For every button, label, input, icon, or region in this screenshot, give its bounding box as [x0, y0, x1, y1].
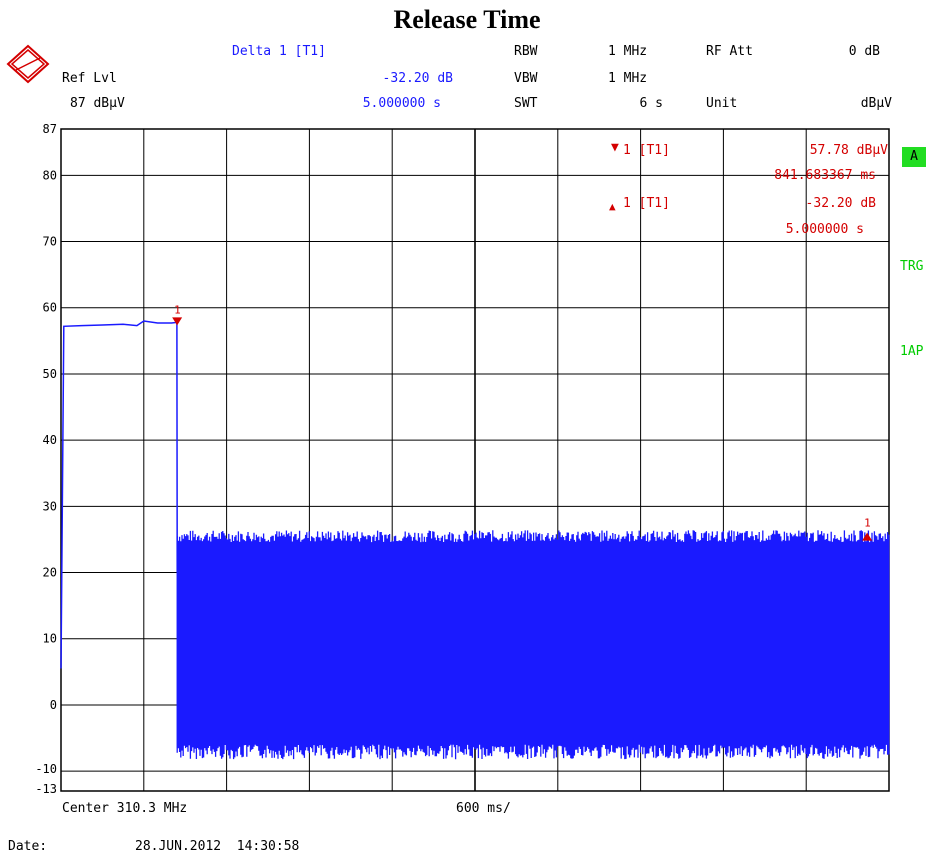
rbw-label: RBW — [514, 44, 538, 59]
delta1-time: 5.000000 s — [785, 222, 864, 237]
date-label: Date: — [8, 839, 48, 854]
date-value: 28.JUN.2012 14:30:58 — [135, 839, 300, 854]
delta-marker-number: 1 — [864, 517, 871, 530]
y-tick-label: 10 — [43, 632, 57, 646]
trace — [60, 320, 890, 760]
rf-att-value: 0 dB — [848, 44, 880, 59]
rbw-value: 1 MHz — [608, 44, 648, 59]
trace-line — [60, 320, 178, 669]
y-tick-label: 40 — [43, 433, 57, 447]
y-tick-label: 20 — [43, 566, 57, 580]
trigger-indicator: TRG — [900, 259, 924, 274]
delta-marker-triangle — [862, 532, 873, 541]
swt-label: SWT — [514, 96, 538, 111]
average-indicator: 1AP — [900, 344, 924, 359]
marker-1-number: 1 — [174, 303, 181, 316]
delta-time: 5.000000 s — [362, 96, 441, 111]
y-tick-label: 70 — [43, 235, 57, 249]
unit-value: dBµV — [860, 96, 892, 111]
unit-label: Unit — [706, 96, 738, 111]
ref-level-label: Ref Lvl — [62, 71, 117, 86]
y-tick-label: 87 — [43, 122, 57, 136]
delta1-label: 1 [T1] — [623, 196, 670, 211]
marker1-label: 1 [T1] — [623, 143, 670, 158]
marker1-level: 57.78 dBµV — [809, 143, 888, 158]
ref-level-value: 87 dBµV — [70, 96, 125, 111]
delta-level: -32.20 dB — [382, 71, 453, 86]
rf-att-label: RF Att — [706, 44, 753, 59]
y-tick-label: 60 — [43, 301, 57, 315]
chart-title: Release Time — [393, 5, 541, 34]
y-tick-label: 50 — [43, 367, 57, 381]
vbw-value: 1 MHz — [608, 71, 648, 86]
rohde-schwarz-logo-icon — [6, 44, 50, 84]
marker1-symbol: ▼ — [611, 140, 619, 155]
vbw-label: VBW — [514, 71, 538, 86]
markers: 11 — [172, 303, 873, 541]
swt-value: 6 s — [639, 96, 663, 111]
delta1-symbol: ▲ — [609, 200, 616, 213]
y-tick-label: -13 — [35, 782, 57, 796]
y-tick-label: -10 — [35, 762, 57, 776]
marker1-time: 841.683367 ms — [774, 168, 876, 183]
center-frequency: Center 310.3 MHz — [62, 801, 188, 816]
time-per-division: 600 ms/ — [456, 801, 511, 816]
noise-band-fill — [177, 559, 890, 732]
y-tick-label: 30 — [43, 499, 57, 513]
y-tick-label: 0 — [50, 698, 57, 712]
y-tick-labels: 87 80 70 60 50 40 30 20 10 0 -10 -13 — [35, 122, 57, 796]
trace-a-badge: A — [902, 147, 926, 167]
y-tick-label: 80 — [43, 168, 57, 182]
marker-1-triangle — [172, 317, 183, 326]
delta-marker-label: Delta 1 [T1] — [232, 44, 326, 59]
delta1-level: -32.20 dB — [805, 196, 876, 211]
